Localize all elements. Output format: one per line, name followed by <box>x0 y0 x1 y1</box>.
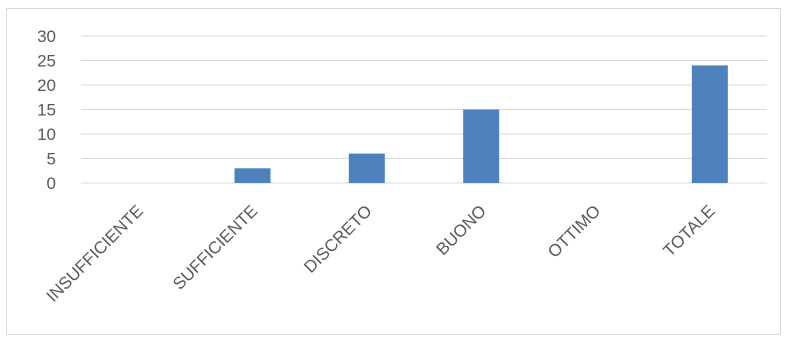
y-tick-label: 0 <box>47 174 56 193</box>
x-tick-label: INSUFFICIENTE <box>43 201 147 305</box>
x-tick-label: SUFFICIENTE <box>169 201 261 293</box>
chart-area <box>6 8 781 335</box>
y-tick-label: 15 <box>37 101 56 120</box>
bar-totale <box>691 65 728 183</box>
x-tick-label: DISCRETO <box>300 201 375 276</box>
y-axis-ticks: 0 5 10 15 20 25 30 <box>37 27 56 193</box>
y-tick-label: 20 <box>37 76 56 95</box>
x-tick-label: TOTALE <box>660 201 719 260</box>
y-tick-label: 10 <box>37 125 56 144</box>
y-tick-label: 5 <box>47 150 56 169</box>
y-tick-label: 25 <box>37 52 56 71</box>
bar-sufficiente <box>234 168 271 183</box>
x-tick-label: OTTIMO <box>544 201 604 261</box>
bar-buono <box>463 109 500 183</box>
bars <box>234 65 728 183</box>
y-tick-label: 30 <box>37 27 56 46</box>
gridlines <box>81 35 767 184</box>
x-axis-ticks: INSUFFICIENTE SUFFICIENTE DISCRETO BUONO OTT… <box>43 201 719 305</box>
x-tick-label: BUONO <box>432 201 490 259</box>
bar-discreto <box>348 153 385 183</box>
